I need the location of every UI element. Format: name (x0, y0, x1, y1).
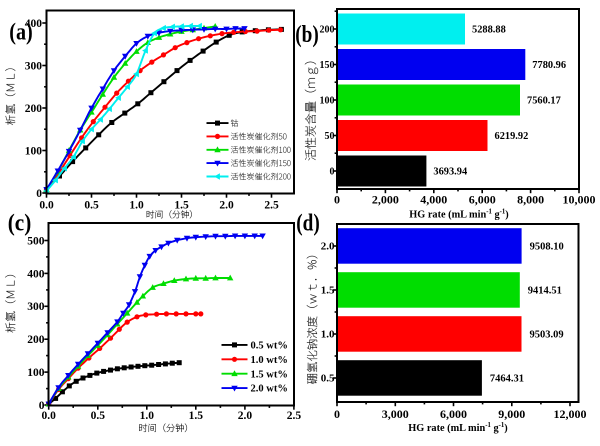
svg-text:3693.94: 3693.94 (433, 167, 467, 178)
svg-text:10,000: 10,000 (563, 193, 596, 207)
svg-text:2.0: 2.0 (238, 410, 253, 422)
svg-text:3,000: 3,000 (382, 407, 409, 421)
svg-text:4,000: 4,000 (420, 193, 447, 207)
svg-text:0.5: 0.5 (321, 373, 335, 385)
svg-text:0: 0 (36, 188, 42, 200)
svg-text:2.0: 2.0 (321, 241, 335, 253)
svg-text:0: 0 (334, 193, 340, 207)
svg-text:300: 300 (25, 60, 43, 72)
svg-text:(d): (d) (296, 210, 320, 236)
svg-text:2.0: 2.0 (219, 199, 234, 211)
svg-text:HG rate (mL min-1 g-1): HG rate (mL min-1 g-1) (408, 422, 507, 434)
svg-text:400: 400 (27, 268, 45, 280)
svg-text:9,000: 9,000 (498, 407, 525, 421)
svg-text:(a): (a) (9, 19, 33, 45)
svg-text:2,000: 2,000 (372, 193, 399, 207)
svg-text:0: 0 (334, 407, 340, 421)
svg-text:0.5: 0.5 (91, 410, 106, 422)
svg-text:200: 200 (320, 24, 335, 35)
svg-text:7464.31: 7464.31 (490, 374, 524, 385)
svg-text:2.5: 2.5 (264, 199, 279, 211)
svg-text:150: 150 (320, 60, 335, 71)
svg-text:9414.51: 9414.51 (528, 286, 562, 297)
svg-text:HG rate (mL min-1 g-1): HG rate (mL min-1 g-1) (409, 209, 508, 221)
svg-text:200: 200 (27, 334, 45, 346)
svg-text:12,000: 12,000 (554, 407, 587, 421)
svg-text:1.0: 1.0 (129, 199, 144, 211)
svg-text:100: 100 (27, 367, 45, 379)
svg-text:0.0: 0.0 (39, 199, 54, 211)
svg-text:1.5: 1.5 (321, 285, 335, 297)
svg-text:0.5: 0.5 (84, 199, 99, 211)
svg-text:6,000: 6,000 (440, 407, 467, 421)
svg-text:(b): (b) (295, 22, 319, 48)
svg-text:9503.09: 9503.09 (530, 330, 564, 341)
svg-text:1.0: 1.0 (321, 329, 335, 341)
svg-text:6219.92: 6219.92 (495, 131, 529, 142)
svg-text:7560.17: 7560.17 (527, 96, 561, 107)
svg-text:(c): (c) (8, 210, 32, 236)
svg-text:100: 100 (25, 145, 43, 157)
svg-text:1.5 wt%: 1.5 wt% (251, 369, 288, 380)
svg-text:5288.88: 5288.88 (472, 25, 506, 36)
svg-text:1.0 wt%: 1.0 wt% (251, 355, 288, 366)
svg-text:100: 100 (320, 95, 335, 106)
svg-text:0.5 wt%: 0.5 wt% (251, 341, 288, 352)
svg-text:1.5: 1.5 (174, 199, 189, 211)
svg-text:500: 500 (27, 235, 45, 247)
svg-text:7780.96: 7780.96 (532, 60, 566, 71)
svg-text:400: 400 (25, 18, 43, 30)
svg-text:0: 0 (39, 400, 45, 412)
svg-text:2.0 wt%: 2.0 wt% (251, 384, 288, 395)
svg-text:0.0: 0.0 (42, 410, 57, 422)
svg-text:0: 0 (330, 166, 335, 177)
svg-text:6,000: 6,000 (469, 193, 496, 207)
svg-text:2.5: 2.5 (287, 410, 302, 422)
svg-text:1.5: 1.5 (189, 410, 204, 422)
svg-text:50: 50 (325, 131, 335, 142)
svg-text:9508.10: 9508.10 (530, 242, 564, 253)
svg-text:8,000: 8,000 (517, 193, 544, 207)
svg-text:200: 200 (25, 103, 43, 115)
svg-text:1.0: 1.0 (140, 410, 155, 422)
svg-text:300: 300 (27, 301, 45, 313)
